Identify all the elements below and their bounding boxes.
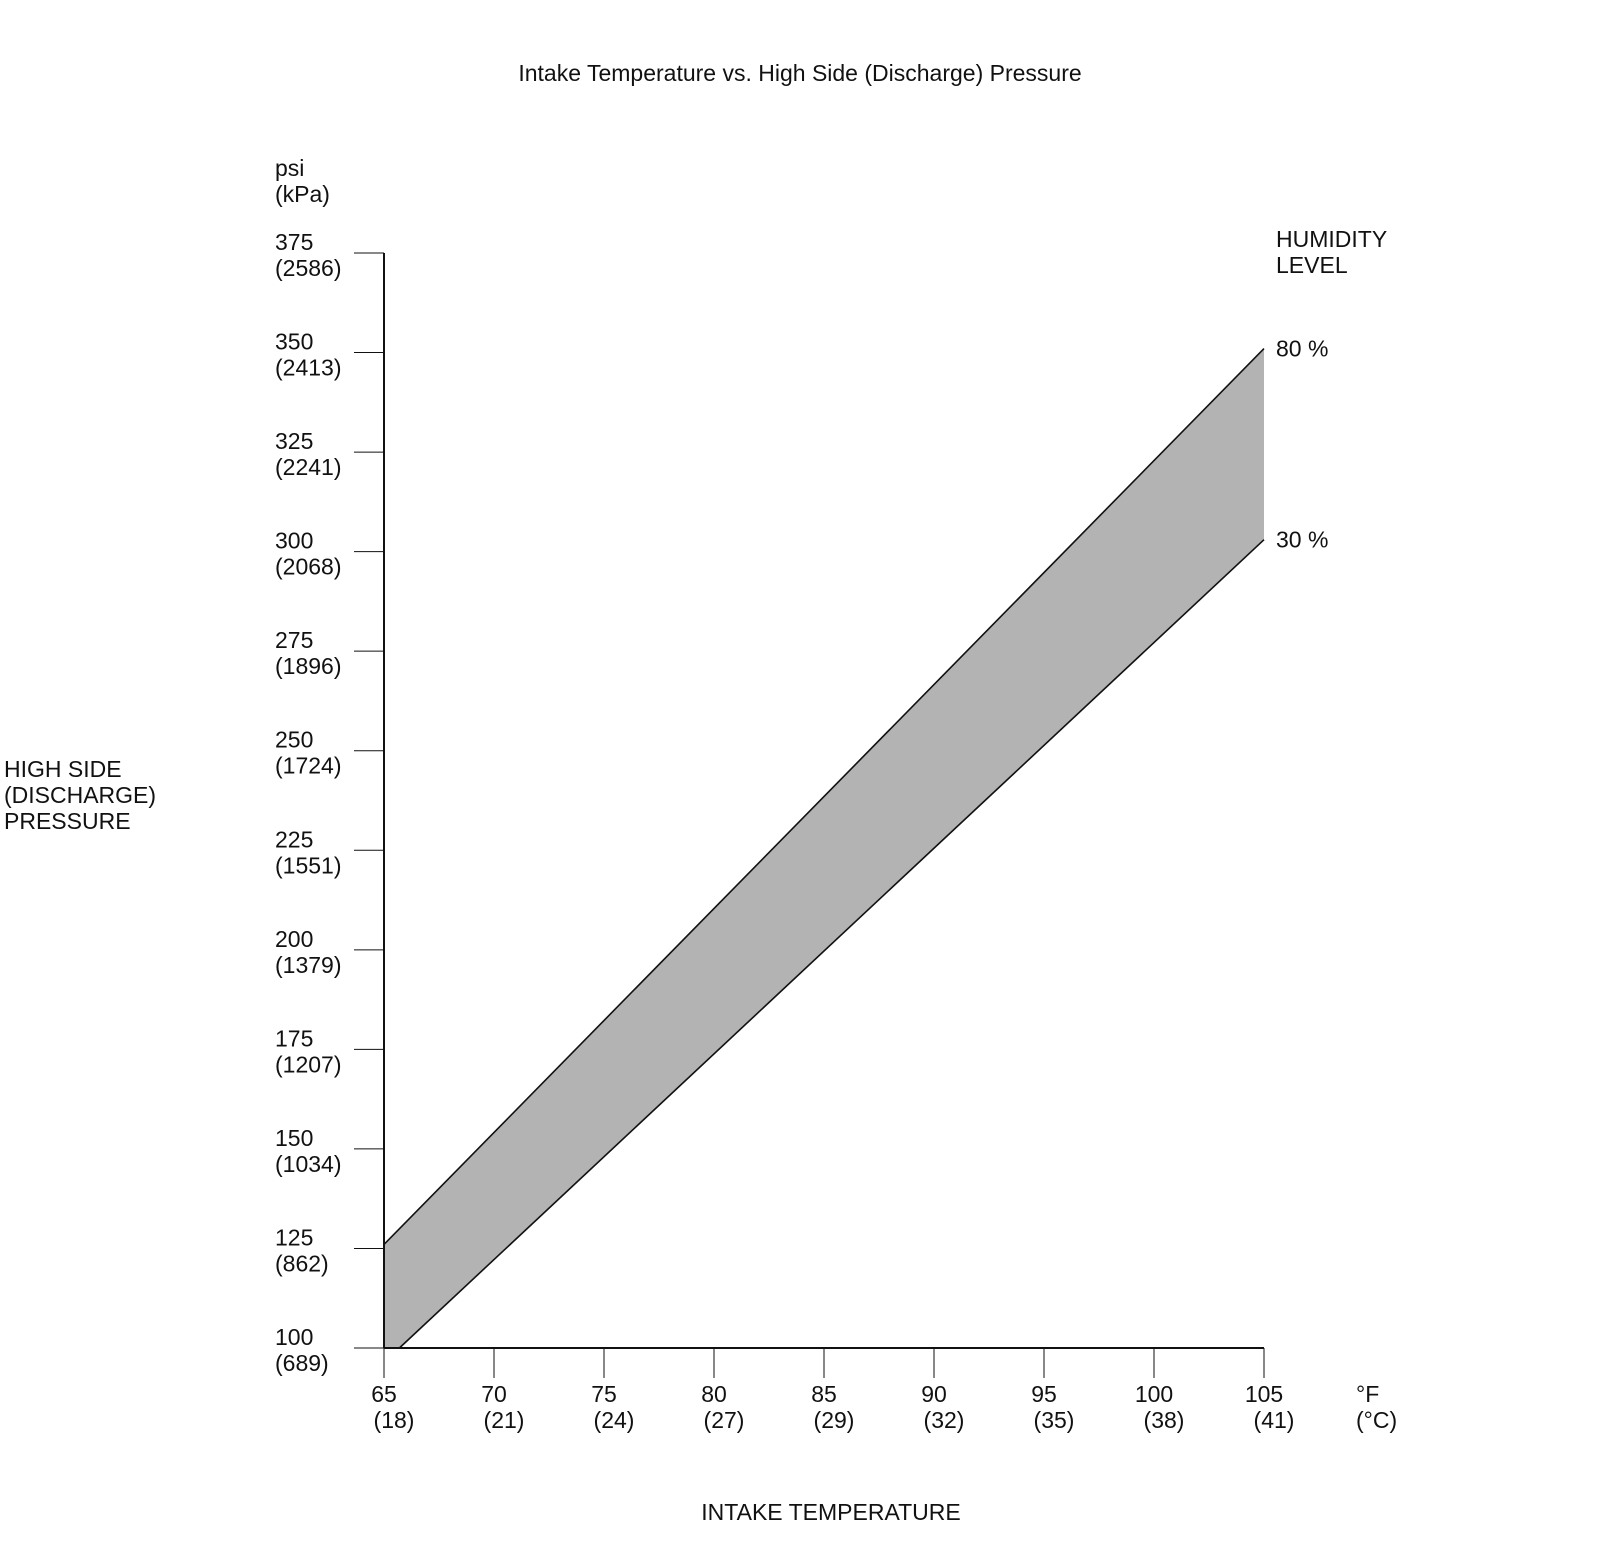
y-tick-label-kpa: (1724)	[275, 753, 341, 779]
humidity-band	[384, 348, 1264, 1349]
y-unit-secondary: (kPa)	[275, 181, 330, 207]
y-axis-title-line-3: PRESSURE	[4, 808, 131, 834]
y-axis-title: HIGH SIDE (DISCHARGE) PRESSURE	[4, 756, 156, 834]
y-tick-label: 125	[275, 1224, 313, 1250]
y-tick-label: 100	[275, 1324, 313, 1350]
legend-title-line-1: HUMIDITY	[1276, 226, 1387, 252]
x-tick-label-celsius: (38)	[1144, 1407, 1185, 1433]
y-tick-label-kpa: (1896)	[275, 653, 341, 679]
x-tick-label: 75	[591, 1381, 617, 1407]
x-tick-label-celsius: (18)	[374, 1407, 415, 1433]
x-tick-label: 95	[1031, 1381, 1057, 1407]
plot-area: 80 %30 %100(689)125(862)150(1034)175(120…	[275, 229, 1328, 1433]
y-tick-label-kpa: (689)	[275, 1350, 329, 1376]
x-axis-title: INTAKE TEMPERATURE	[701, 1499, 960, 1525]
y-tick-label-kpa: (2586)	[275, 255, 341, 281]
x-tick-label-celsius: (21)	[484, 1407, 525, 1433]
y-tick-label: 375	[275, 229, 313, 255]
x-tick-label-celsius: (24)	[594, 1407, 635, 1433]
legend-title: HUMIDITY LEVEL	[1276, 226, 1387, 278]
y-tick-label: 250	[275, 727, 313, 753]
x-tick-label: 70	[481, 1381, 507, 1407]
y-axis-title-line-2: (DISCHARGE)	[4, 782, 156, 808]
x-unit-secondary: (°C)	[1356, 1407, 1397, 1433]
y-tick-label: 225	[275, 826, 313, 852]
x-unit-label: °F (°C)	[1356, 1381, 1397, 1433]
y-tick-label-kpa: (862)	[275, 1250, 329, 1276]
y-tick-label-kpa: (2413)	[275, 355, 341, 381]
series-line-80	[383, 348, 1265, 1246]
y-tick-label-kpa: (1379)	[275, 952, 341, 978]
y-unit-label: psi (kPa)	[275, 155, 330, 207]
x-tick-label-celsius: (41)	[1254, 1407, 1295, 1433]
legend-title-line-2: LEVEL	[1276, 252, 1348, 278]
y-tick-label: 350	[275, 329, 313, 355]
y-tick-label: 300	[275, 528, 313, 554]
x-tick-label-celsius: (35)	[1034, 1407, 1075, 1433]
x-tick-label: 80	[701, 1381, 727, 1407]
y-unit-primary: psi	[275, 155, 304, 181]
y-tick-label: 175	[275, 1025, 313, 1051]
x-tick-label: 90	[921, 1381, 947, 1407]
series-label-80: 80 %	[1276, 336, 1328, 362]
series-label-30: 30 %	[1276, 527, 1328, 553]
x-tick-label: 105	[1245, 1381, 1283, 1407]
x-tick-label-celsius: (27)	[704, 1407, 745, 1433]
x-tick-label: 85	[811, 1381, 837, 1407]
y-tick-label-kpa: (1207)	[275, 1051, 341, 1077]
y-tick-label-kpa: (2241)	[275, 454, 341, 480]
y-tick-label-kpa: (1034)	[275, 1151, 341, 1177]
x-tick-label: 65	[371, 1381, 397, 1407]
x-tick-label-celsius: (32)	[924, 1407, 965, 1433]
y-tick-label: 200	[275, 926, 313, 952]
series-line-30	[398, 539, 1265, 1349]
y-tick-label: 275	[275, 627, 313, 653]
y-tick-label: 150	[275, 1125, 313, 1151]
x-unit-primary: °F	[1356, 1381, 1379, 1407]
chart-title: Intake Temperature vs. High Side (Discha…	[518, 60, 1081, 86]
y-tick-label-kpa: (1551)	[275, 852, 341, 878]
y-tick-label-kpa: (2068)	[275, 554, 341, 580]
x-tick-label: 100	[1135, 1381, 1173, 1407]
x-tick-label-celsius: (29)	[814, 1407, 855, 1433]
y-tick-label: 325	[275, 428, 313, 454]
y-axis-title-line-1: HIGH SIDE	[4, 756, 122, 782]
